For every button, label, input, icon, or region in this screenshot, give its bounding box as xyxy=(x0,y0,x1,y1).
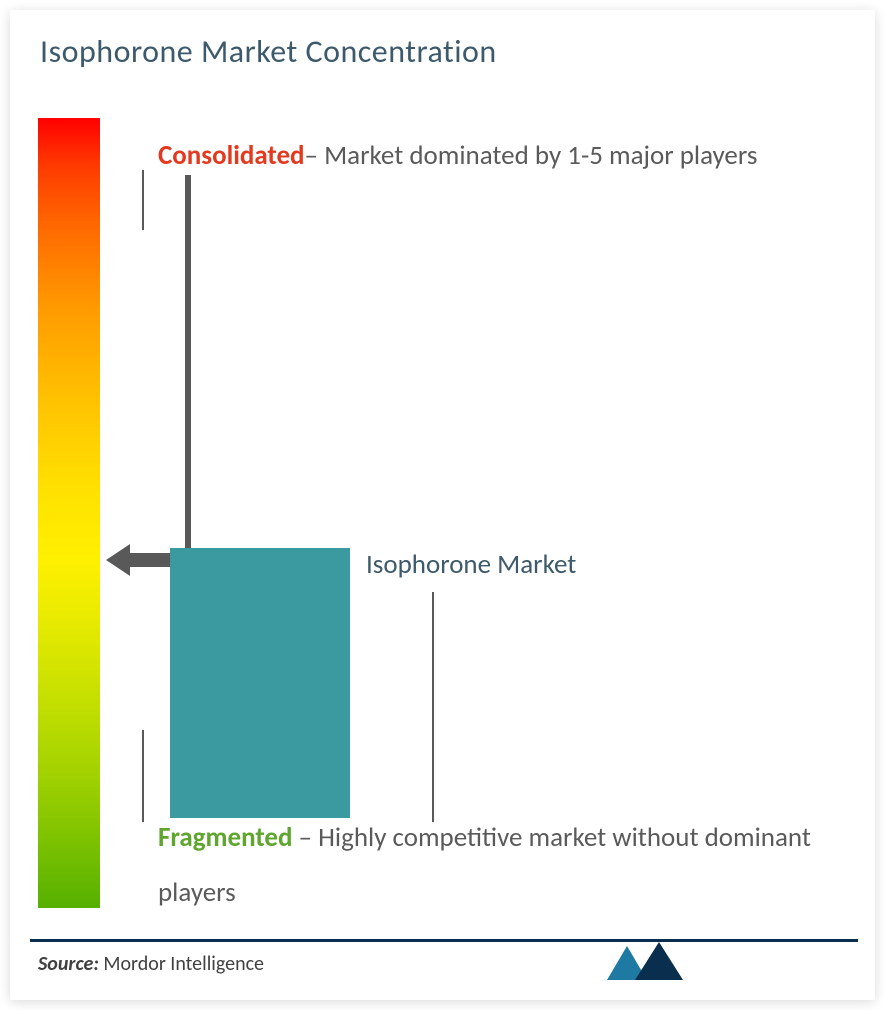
concentration-gradient-bar xyxy=(38,118,100,908)
fragmented-label: Fragmented xyxy=(158,821,292,854)
mordor-logo-icon xyxy=(605,940,725,984)
consolidated-label: Consolidated xyxy=(158,139,305,172)
consolidated-caption: Consolidated– Market dominated by 1-5 ma… xyxy=(158,128,838,183)
fragmented-caption: Fragmented – Highly competitive market w… xyxy=(158,810,858,921)
source-attribution: Source: Mordor Intelligence xyxy=(38,952,264,976)
leader-line-top-2 xyxy=(185,175,191,549)
market-label: Isophorone Market xyxy=(366,548,576,581)
source-label: Source: xyxy=(38,952,99,976)
chart-title: Isophorone Market Concentration xyxy=(40,32,497,71)
leader-line-top xyxy=(142,170,144,230)
consolidated-desc: – Market dominated by 1-5 major players xyxy=(305,139,758,172)
leader-line-bottom xyxy=(142,730,144,822)
chart-card: Isophorone Market Concentration Consolid… xyxy=(10,10,875,1000)
footer-divider xyxy=(30,939,858,942)
source-name: Mordor Intelligence xyxy=(99,952,264,976)
market-position-box xyxy=(170,548,350,818)
market-leader-line xyxy=(432,592,434,822)
